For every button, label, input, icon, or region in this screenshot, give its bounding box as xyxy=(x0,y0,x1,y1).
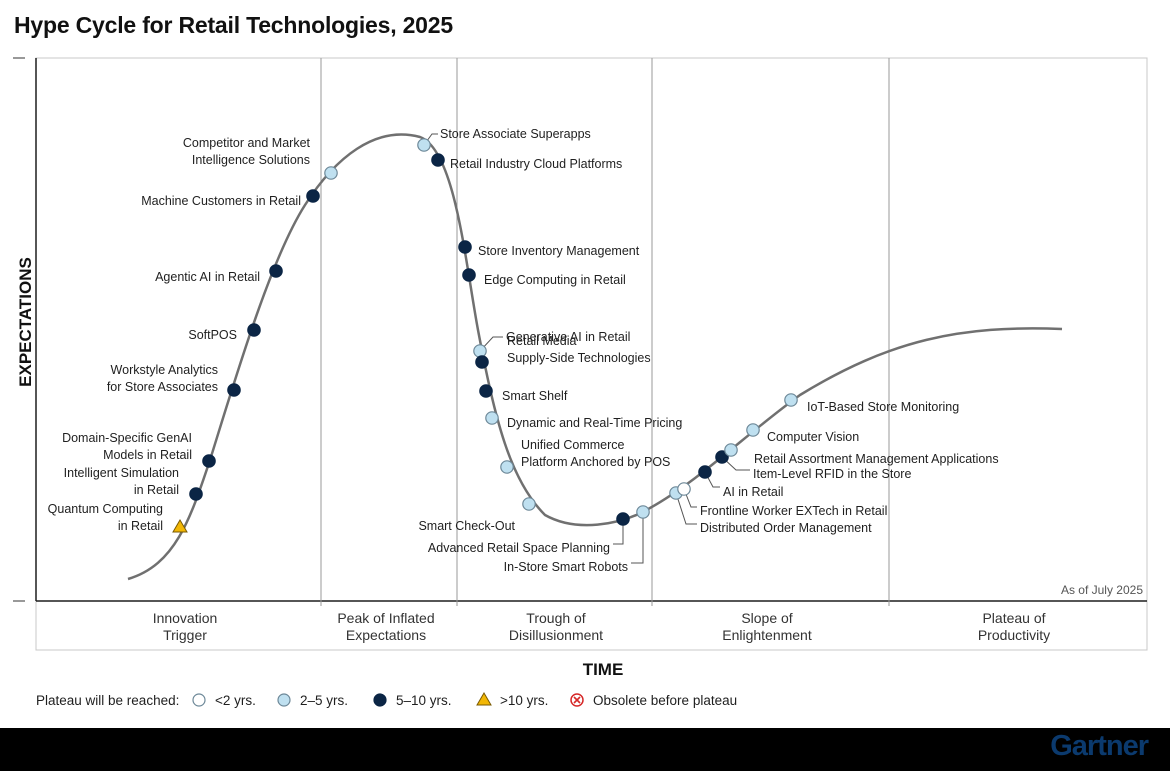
label-advanced-retail-space-planning: Advanced Retail Space Planning xyxy=(428,541,610,555)
marker-unified-commerce-platform-anchored-by-pos xyxy=(500,460,514,474)
marker-item-level-rfid-in-the-store xyxy=(715,450,729,464)
technology-labels: Quantum Computing in Retail Intelligent Si… xyxy=(48,127,999,574)
leader-lines xyxy=(423,133,750,564)
phase-label-slope: Enlightenment xyxy=(722,627,812,643)
phase-label-plateau: Productivity xyxy=(978,627,1050,643)
marker-domain-specific-genai-models-in-retail xyxy=(202,454,216,468)
marker-in-store-smart-robots xyxy=(636,505,650,519)
label-quantum-computing-in-retail: in Retail xyxy=(118,519,163,533)
marker-ai-in-retail xyxy=(698,465,712,479)
marker-agentic-ai-in-retail xyxy=(269,264,283,278)
marker-store-associate-superapps xyxy=(417,138,431,152)
label-store-associate-superapps: Store Associate Superapps xyxy=(440,127,591,141)
footer-bar: Gartner xyxy=(0,728,1170,771)
label-edge-computing-in-retail: Edge Computing in Retail xyxy=(484,273,626,287)
y-axis-title: EXPECTATIONS xyxy=(16,257,35,387)
legend: Plateau will be reached: <2 yrs. 2–5 yrs.… xyxy=(36,692,737,708)
label-distributed-order-management: Distributed Order Management xyxy=(700,521,872,535)
phase-label-innovation: Trigger xyxy=(163,627,207,643)
marker-store-inventory-management xyxy=(458,240,472,254)
label-ai-in-retail: AI in Retail xyxy=(723,485,783,499)
chart-title: Hype Cycle for Retail Technologies, 2025 xyxy=(14,12,453,38)
label-agentic-ai-in-retail: Agentic AI in Retail xyxy=(155,270,260,284)
label-workstyle-analytics-for-store-associates: Workstyle Analytics xyxy=(111,363,218,377)
label-intelligent-simulation-in-retail: Intelligent Simulation xyxy=(64,466,179,480)
marker-workstyle-analytics-for-store-associates xyxy=(227,383,241,397)
legend-label-lt2: <2 yrs. xyxy=(215,693,256,708)
label-competitor-and-market-intelligence-solutions: Competitor and Market xyxy=(183,136,311,150)
label-retail-assortment-management-applications: Retail Assortment Management Application… xyxy=(754,452,999,466)
label-quantum-computing-in-retail: Quantum Computing xyxy=(48,502,163,516)
phase-label-innovation: Innovation xyxy=(153,610,218,626)
label-domain-specific-genai-models-in-retail: Models in Retail xyxy=(103,448,192,462)
gartner-logo: Gartner xyxy=(1050,730,1149,762)
label-store-inventory-management: Store Inventory Management xyxy=(478,244,640,258)
marker-retail-media-supply-side-technologies xyxy=(475,355,489,369)
marker-iot-based-store-monitoring xyxy=(784,393,798,407)
legend-marker-2to5 xyxy=(277,693,291,707)
marker-advanced-retail-space-planning xyxy=(616,512,630,526)
legend-prefix: Plateau will be reached: xyxy=(36,693,179,708)
label-iot-based-store-monitoring: IoT-Based Store Monitoring xyxy=(807,400,959,414)
label-retail-media-supply-side-technologies: Supply-Side Technologies xyxy=(507,351,651,365)
marker-edge-computing-in-retail xyxy=(462,268,476,282)
leader-distributed-order-management xyxy=(675,492,697,525)
hype-cycle-chart: As of July 2025 EXPECTATIONS TIME Innova… xyxy=(13,57,1148,708)
marker-retail-assortment-management-applications xyxy=(724,443,738,457)
label-smart-check-out: Smart Check-Out xyxy=(418,519,515,533)
marker-generative-ai-in-retail xyxy=(473,344,487,358)
marker-frontline-worker-extech-in-retail xyxy=(677,482,691,496)
leader-advanced-retail-space-planning xyxy=(613,519,624,545)
legend-marker-lt2 xyxy=(192,693,206,707)
label-retail-media-supply-side-technologies: Retail Media xyxy=(507,334,577,348)
label-computer-vision: Computer Vision xyxy=(767,430,859,444)
marker-machine-customers-in-retail xyxy=(306,189,320,203)
label-dynamic-and-real-time-pricing: Dynamic and Real-Time Pricing xyxy=(507,416,682,430)
marker-retail-industry-cloud-platforms xyxy=(431,153,445,167)
label-softpos: SoftPOS xyxy=(188,328,237,342)
legend-marker-5to10 xyxy=(373,693,387,707)
label-unified-commerce-platform-anchored-by-pos: Platform Anchored by POS xyxy=(521,455,670,469)
technology-markers xyxy=(172,138,798,533)
phase-label-trough: Disillusionment xyxy=(509,627,603,643)
leader-in-store-smart-robots xyxy=(631,512,644,564)
label-intelligent-simulation-in-retail: in Retail xyxy=(134,483,179,497)
label-generative-ai-in-retail: Generative AI in Retail xyxy=(506,330,630,344)
legend-label-5to10: 5–10 yrs. xyxy=(396,693,452,708)
marker-softpos xyxy=(247,323,261,337)
legend-label-2to5: 2–5 yrs. xyxy=(300,693,348,708)
label-item-level-rfid-in-the-store: Item-Level RFID in the Store xyxy=(753,467,911,481)
phase-dividers xyxy=(320,58,890,606)
as-of-label: As of July 2025 xyxy=(1061,583,1143,597)
marker-smart-check-out xyxy=(522,497,536,511)
marker-intelligent-simulation-in-retail xyxy=(189,487,203,501)
marker-dynamic-and-real-time-pricing xyxy=(485,411,499,425)
marker-competitor-and-market-intelligence-solutions xyxy=(324,166,338,180)
legend-label-gt10: >10 yrs. xyxy=(500,693,548,708)
marker-smart-shelf xyxy=(479,384,493,398)
phase-label-peak: Expectations xyxy=(346,627,426,643)
label-workstyle-analytics-for-store-associates: for Store Associates xyxy=(107,380,218,394)
marker-quantum-computing-in-retail xyxy=(172,519,188,533)
phase-label-peak: Peak of Inflated xyxy=(337,610,434,626)
legend-marker-gt10 xyxy=(476,692,492,706)
x-axis-title: TIME xyxy=(583,660,624,679)
label-retail-industry-cloud-platforms: Retail Industry Cloud Platforms xyxy=(450,157,622,171)
label-domain-specific-genai-models-in-retail: Domain-Specific GenAI xyxy=(62,431,192,445)
label-smart-shelf: Smart Shelf xyxy=(502,389,568,403)
phase-label-plateau: Plateau of xyxy=(982,610,1045,626)
label-machine-customers-in-retail: Machine Customers in Retail xyxy=(141,194,301,208)
phase-label-trough: Trough of xyxy=(526,610,586,626)
label-in-store-smart-robots: In-Store Smart Robots xyxy=(504,560,628,574)
phase-label-slope: Slope of xyxy=(741,610,792,626)
label-competitor-and-market-intelligence-solutions: Intelligence Solutions xyxy=(192,153,310,167)
hype-curve xyxy=(127,133,1063,581)
label-frontline-worker-extech-in-retail: Frontline Worker EXTech in Retail xyxy=(700,504,887,518)
legend-x-glyph xyxy=(573,696,581,704)
legend-label-obsolete: Obsolete before plateau xyxy=(593,693,737,708)
label-unified-commerce-platform-anchored-by-pos: Unified Commerce xyxy=(521,438,625,452)
marker-computer-vision xyxy=(746,423,760,437)
